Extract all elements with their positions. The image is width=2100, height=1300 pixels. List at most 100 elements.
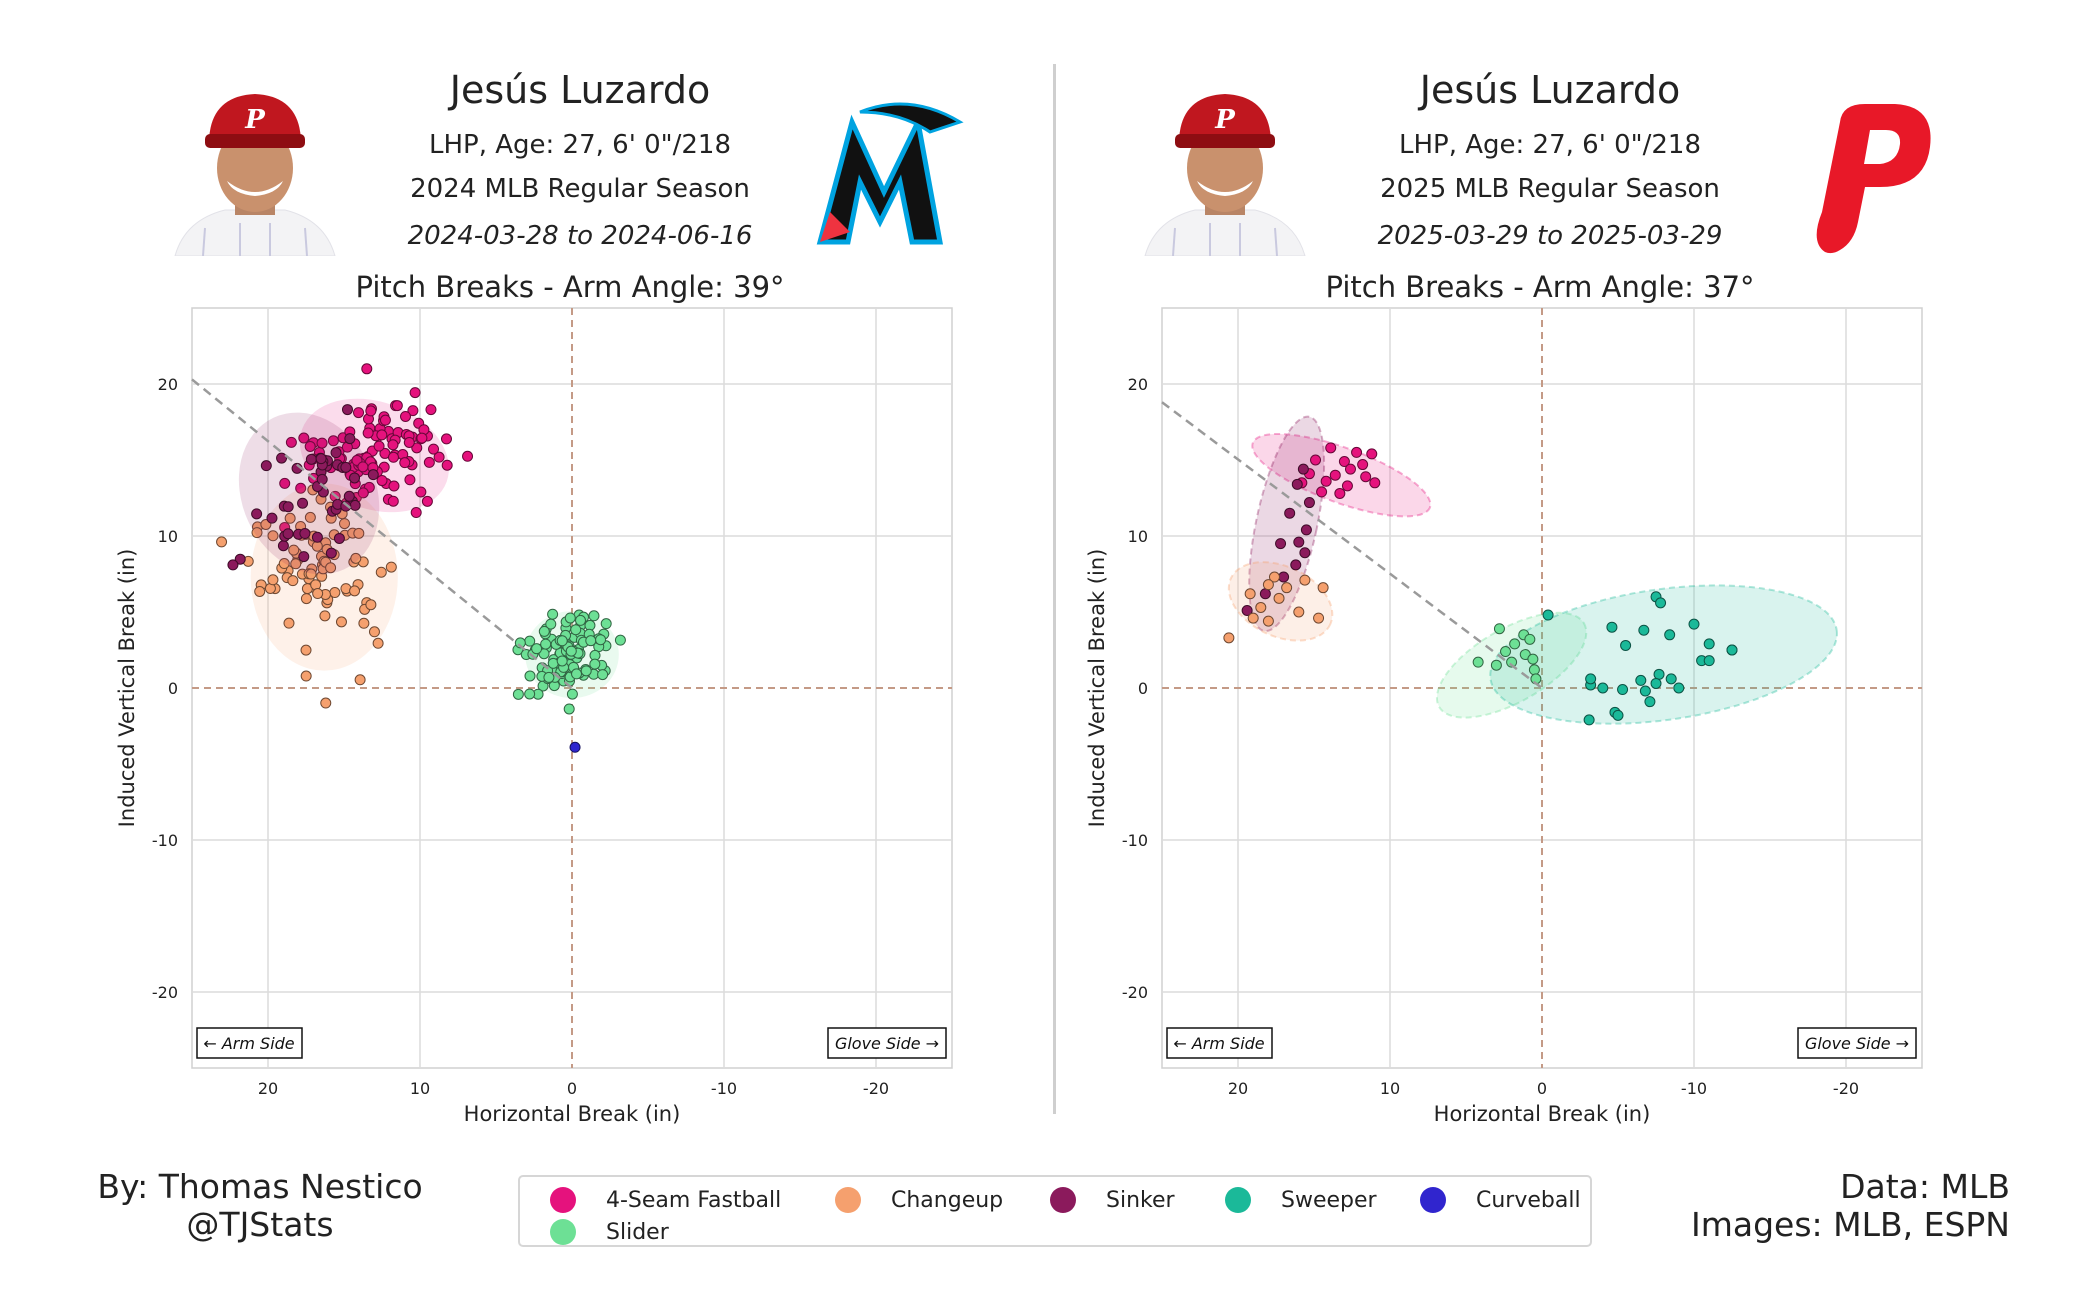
pitch-point [367,469,379,481]
pitch-point [1650,677,1662,689]
pitch-point [1329,469,1341,481]
pitch-point [410,507,422,519]
pitch-point [1726,644,1738,656]
pitch-break-plot-2025: 20 10 0 -10 -20 20 10 0 -10 -20 Horizontal Break (… [1085,307,1923,1126]
pitch-point [556,655,568,667]
player-bio: LHP, Age: 27, 6' 0"/218 [428,130,731,160]
glove-side-annotation: Glove Side → [1797,1027,1917,1059]
pitch-point [1278,571,1290,583]
arm-side-annotation: ← Arm Side [1166,1027,1273,1059]
y-tick-label: 0 [168,679,178,698]
pitch-point [547,608,559,620]
arm-angle-line [191,378,573,689]
svg-text:← Arm Side: ← Arm Side [1173,1034,1264,1053]
pitch-point [1688,618,1700,630]
pitch-point [1542,609,1554,621]
x-tick-label: -20 [1833,1079,1859,1098]
pitch-point [1344,463,1356,475]
pitch-point [375,566,387,578]
pitch-point [279,477,291,489]
pitch-point [278,558,290,570]
pitch-point [421,495,433,507]
pitch-point [320,697,332,709]
pitch-point [597,669,609,681]
pitch-point [1310,454,1322,466]
pitch-point [531,643,543,655]
pitch-point [1617,684,1629,696]
pitch-point [1509,638,1521,650]
pitch-point [1597,682,1609,694]
author-credit: By: Thomas Nestico @TJStats [90,1168,430,1244]
pitch-point [333,532,345,544]
pitch-point [416,432,428,444]
legend-label: Slider [606,1219,669,1245]
legend-label: Curveball [1476,1187,1581,1213]
pitch-point [595,634,607,646]
pitch-point [282,501,294,513]
pitch-point [1490,659,1502,671]
pitch-point [344,433,356,445]
pitch-point [353,527,365,539]
pitch-point [1273,592,1285,604]
pitch-point [358,617,370,629]
svg-text:P: P [1214,105,1236,135]
glove-side-annotation: Glove Side → [827,1027,947,1059]
pitch-point [1524,633,1536,645]
pitch-point [462,450,474,462]
pitch-point [1317,582,1329,594]
y-tick-label: -20 [152,983,178,1002]
pitch-point [600,618,612,630]
pitch-point [290,558,302,570]
pitch-point [1673,682,1685,694]
legend-marker [550,1219,576,1245]
pitch-point [298,432,310,444]
pitch-point [1655,597,1667,609]
pitch-point [524,670,536,682]
season-label: 2025 MLB Regular Season [1380,174,1720,204]
pitch-point [251,527,263,539]
pitch-point [251,508,263,520]
legend-label: Sinker [1106,1187,1175,1213]
pitch-point [1357,459,1369,471]
legend-marker [1050,1187,1076,1213]
pitch-point [283,617,295,629]
phillies-logo [1770,92,1940,257]
x-tick-label: -20 [863,1079,889,1098]
pitch-point [304,511,316,523]
x-tick-label: 0 [1537,1079,1547,1098]
x-tick-label: -10 [1681,1079,1707,1098]
pitch-point [1665,673,1677,685]
svg-text:Glove Side →: Glove Side → [835,1034,939,1053]
pitch-point [1472,656,1484,668]
pitch-point [285,436,297,448]
pitch-type-legend: 4-Seam Fastball Changeup Sinker Sweeper Curv… [518,1175,1592,1247]
pitch-point [387,451,399,463]
pitch-point [357,487,369,499]
pitch-point [325,562,337,574]
pitch-point [349,499,361,511]
pitch-point [1528,664,1540,676]
pitch-point [361,363,373,375]
panel-divider [1053,64,1056,1114]
pitch-point [305,453,317,465]
pitch-point [357,461,369,473]
pitch-point [297,497,309,509]
legend-label: 4-Seam Fastball [606,1187,782,1213]
pitch-point [1284,507,1296,519]
pitch-point [571,668,583,680]
legend-label: Changeup [891,1187,1004,1213]
x-tick-label: -10 [711,1079,737,1098]
pitch-point [305,568,317,580]
y-axis-label: Induced Vertical Break (in) [1085,549,1109,828]
chart-title: Pitch Breaks - Arm Angle: 37° [1325,270,1755,304]
pitch-point [362,427,374,439]
pitch-point [349,585,361,597]
pitch-point [388,480,400,492]
x-axis-label: Horizontal Break (in) [464,1102,681,1126]
pitch-point [564,612,576,624]
pitch-point [267,530,279,542]
pitch-point [295,482,307,494]
pitch-point [1585,673,1597,685]
confidence-ellipse [1489,584,1838,725]
legend-marker [1225,1187,1251,1213]
